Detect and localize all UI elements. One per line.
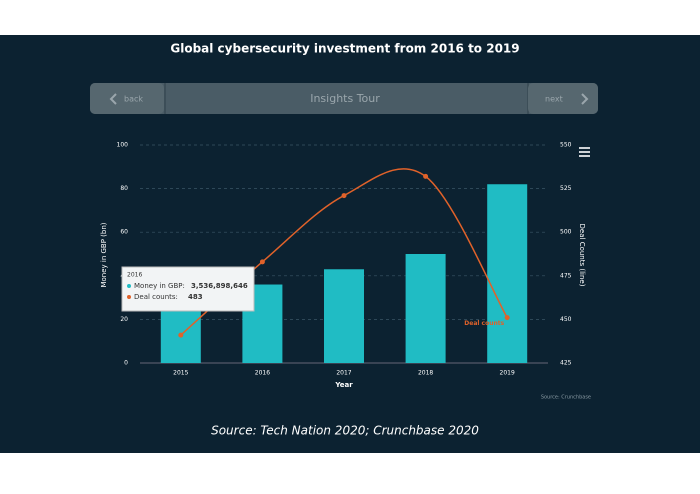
y2-tick-label: 525	[560, 185, 572, 192]
line-point	[259, 259, 265, 265]
menu-icon[interactable]	[579, 147, 590, 157]
tooltip-dot	[127, 284, 131, 288]
y2-tick-label: 500	[560, 229, 572, 236]
next-icon	[581, 93, 589, 105]
y-tick-label: 0	[124, 360, 128, 367]
nav-bg	[90, 83, 598, 114]
tooltip-label: Money in GBP:	[134, 282, 185, 290]
y2-axis-title: Deal Counts (line)	[578, 224, 586, 287]
tooltip-bg	[121, 266, 255, 312]
y2-tick-label: 425	[560, 360, 572, 367]
back-label[interactable]: back	[124, 95, 143, 104]
nav-bar: back Insights Tour next	[90, 83, 598, 114]
next-button[interactable]	[528, 83, 598, 114]
page-title: Global cybersecurity investment from 201…	[170, 42, 519, 56]
x-tick-label: 2015	[173, 370, 188, 377]
y2-tick-label: 450	[560, 316, 572, 323]
chart-source: Source: Crunchbase	[541, 395, 591, 401]
y-tick-label: 80	[120, 185, 128, 192]
back-button[interactable]	[90, 83, 164, 114]
x-tick-label: 2018	[418, 370, 433, 377]
caption: Source: Tech Nation 2020; Crunchbase 202…	[211, 424, 479, 438]
bar	[405, 254, 446, 363]
y-tick-label: 60	[120, 229, 128, 236]
line-label: Deal counts	[464, 320, 504, 327]
nav-title: Insights Tour	[310, 92, 380, 105]
line-point	[341, 193, 347, 199]
line-point	[178, 332, 184, 338]
tooltip-title: 2016	[127, 272, 142, 279]
x-tick-label: 2017	[336, 370, 351, 377]
tooltip: 2016 Money in GBP: 3,536,898,646 Deal co…	[121, 266, 255, 312]
x-tick-label: 2019	[500, 370, 515, 377]
line-point	[423, 173, 429, 179]
x-tick-label: 2016	[255, 370, 270, 377]
tooltip-value: 483	[188, 293, 203, 301]
tooltip-dot	[127, 295, 131, 299]
y-axis-title: Money in GBP (bn)	[100, 222, 108, 287]
tooltip-value: 3,536,898,646	[191, 282, 248, 290]
next-label[interactable]: next	[545, 95, 563, 104]
x-axis-title: Year	[334, 381, 353, 389]
y-tick-label: 20	[120, 316, 128, 323]
y-tick-label: 100	[117, 142, 129, 149]
tooltip-label: Deal counts:	[134, 293, 178, 301]
line-point	[504, 315, 510, 321]
bar	[487, 184, 528, 363]
back-icon	[109, 93, 117, 105]
y2-tick-label: 550	[560, 142, 572, 149]
y2-tick-label: 475	[560, 272, 572, 279]
bar	[324, 269, 364, 363]
